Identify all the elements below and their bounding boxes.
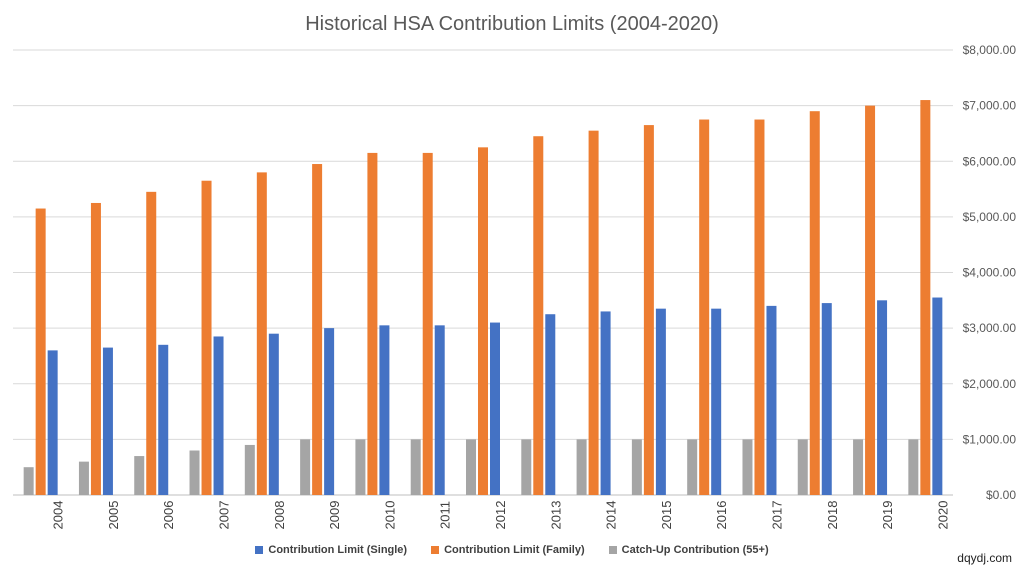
bar-family-2011 (422, 152, 433, 495)
bar-single-2009 (324, 328, 335, 496)
bar-catchup-2014 (576, 439, 587, 496)
bar-family-2009 (312, 164, 323, 495)
x-tick-label: 2009 (327, 501, 342, 530)
bar-family-2019 (865, 105, 876, 496)
bar-single-2016 (711, 308, 722, 495)
legend: Contribution Limit (Single) Contribution… (0, 544, 1024, 556)
bar-catchup-2015 (631, 439, 642, 496)
x-tick-label: 2007 (217, 501, 232, 530)
y-tick-label: $2,000.00 (963, 377, 1017, 391)
bar-family-2010 (367, 152, 378, 495)
y-tick-label: $0.00 (986, 488, 1016, 502)
bar-catchup-2006 (134, 456, 145, 495)
x-tick-label: 2010 (382, 501, 397, 530)
bar-single-2005 (102, 347, 113, 495)
legend-swatch-catchup (608, 546, 617, 554)
bar-catchup-2009 (300, 439, 311, 496)
legend-label-single: Contribution Limit (Single) (268, 544, 408, 556)
y-tick-label: $7,000.00 (963, 99, 1017, 113)
watermark: dqydj.com (957, 551, 1012, 565)
bar-family-2012 (478, 147, 488, 495)
bar-catchup-2005 (78, 461, 89, 496)
x-tick-label: 2016 (714, 501, 729, 530)
x-tick-label: 2012 (493, 501, 508, 530)
x-tick-label: 2019 (880, 501, 895, 530)
bar-catchup-2004 (23, 467, 34, 495)
y-tick-label: $5,000.00 (963, 210, 1017, 224)
bar-single-2015 (655, 308, 666, 495)
bar-catchup-2018 (797, 439, 808, 496)
bar-family-2006 (146, 191, 157, 495)
legend-label-family: Contribution Limit (Family) (444, 544, 585, 556)
x-tick-label: 2018 (825, 501, 840, 530)
x-tick-label: 2013 (548, 501, 563, 530)
y-tick-label: $6,000.00 (963, 154, 1017, 168)
chart-title: Historical HSA Contribution Limits (2004… (305, 13, 719, 35)
bar-family-2008 (256, 172, 267, 496)
bar-catchup-2007 (189, 450, 200, 495)
legend-swatch-single (255, 546, 264, 554)
bar-single-2017 (766, 305, 777, 496)
x-tick-label: 2008 (272, 501, 287, 530)
bar-single-2019 (877, 300, 888, 495)
x-tick-label: 2006 (161, 501, 176, 530)
legend-item-single: Contribution Limit (Single) (255, 544, 407, 556)
x-tick-label: 2005 (106, 501, 121, 530)
y-tick-label: $8,000.00 (963, 43, 1017, 57)
bar-single-2013 (545, 314, 556, 495)
bar-family-2013 (533, 136, 544, 495)
bar-family-2004 (35, 208, 46, 495)
bar-catchup-2016 (687, 439, 698, 496)
bar-single-2012 (490, 322, 500, 495)
x-axis-tick-labels: 2004 2005 2006 2007 2008 2009 2010 2011 2012 2013… (51, 501, 951, 530)
bars (23, 100, 943, 496)
bar-single-2011 (434, 325, 445, 495)
y-tick-label: $3,000.00 (963, 321, 1017, 335)
bar-single-2006 (158, 344, 169, 495)
x-tick-label: 2020 (935, 501, 950, 530)
legend-swatch-family (431, 546, 440, 554)
bar-family-2014 (588, 130, 599, 495)
y-tick-label: $1,000.00 (963, 432, 1017, 446)
bar-catchup-2008 (244, 444, 255, 495)
bar-single-2018 (821, 303, 832, 495)
legend-item-family: Contribution Limit (Family) (431, 544, 585, 556)
y-axis-tick-labels: $0.00 $1,000.00 $2,000.00 $3,000.00 $4,000.0… (963, 43, 1017, 502)
bar-family-2005 (90, 202, 101, 495)
bar-catchup-2011 (410, 439, 421, 496)
bar-single-2004 (47, 350, 58, 496)
x-tick-label: 2011 (438, 501, 453, 529)
bar-family-2020 (920, 100, 931, 495)
x-tick-label: 2015 (659, 501, 674, 530)
bar-catchup-2013 (521, 439, 532, 496)
bar-catchup-2012 (466, 439, 476, 496)
x-tick-label: 2014 (604, 501, 619, 530)
bar-family-2018 (809, 111, 820, 495)
bar-single-2007 (213, 336, 224, 495)
bar-family-2016 (699, 119, 710, 495)
bar-family-2015 (643, 125, 654, 495)
bar-single-2008 (268, 333, 279, 495)
bar-catchup-2010 (355, 439, 366, 496)
legend-label-catchup: Catch-Up Contribution (55+) (621, 544, 769, 556)
bar-single-2014 (600, 311, 611, 495)
y-tick-label: $4,000.00 (963, 266, 1017, 280)
bar-family-2017 (754, 119, 765, 495)
legend-item-catchup: Catch-Up Contribution (55+) (608, 544, 769, 556)
x-tick-label: 2017 (769, 501, 784, 530)
bar-catchup-2017 (742, 439, 753, 496)
bar-catchup-2020 (908, 439, 919, 496)
bar-family-2007 (201, 180, 212, 495)
bar-single-2010 (379, 325, 390, 495)
bar-single-2020 (932, 297, 943, 495)
bar-catchup-2019 (853, 439, 864, 496)
x-tick-label: 2004 (51, 501, 66, 530)
